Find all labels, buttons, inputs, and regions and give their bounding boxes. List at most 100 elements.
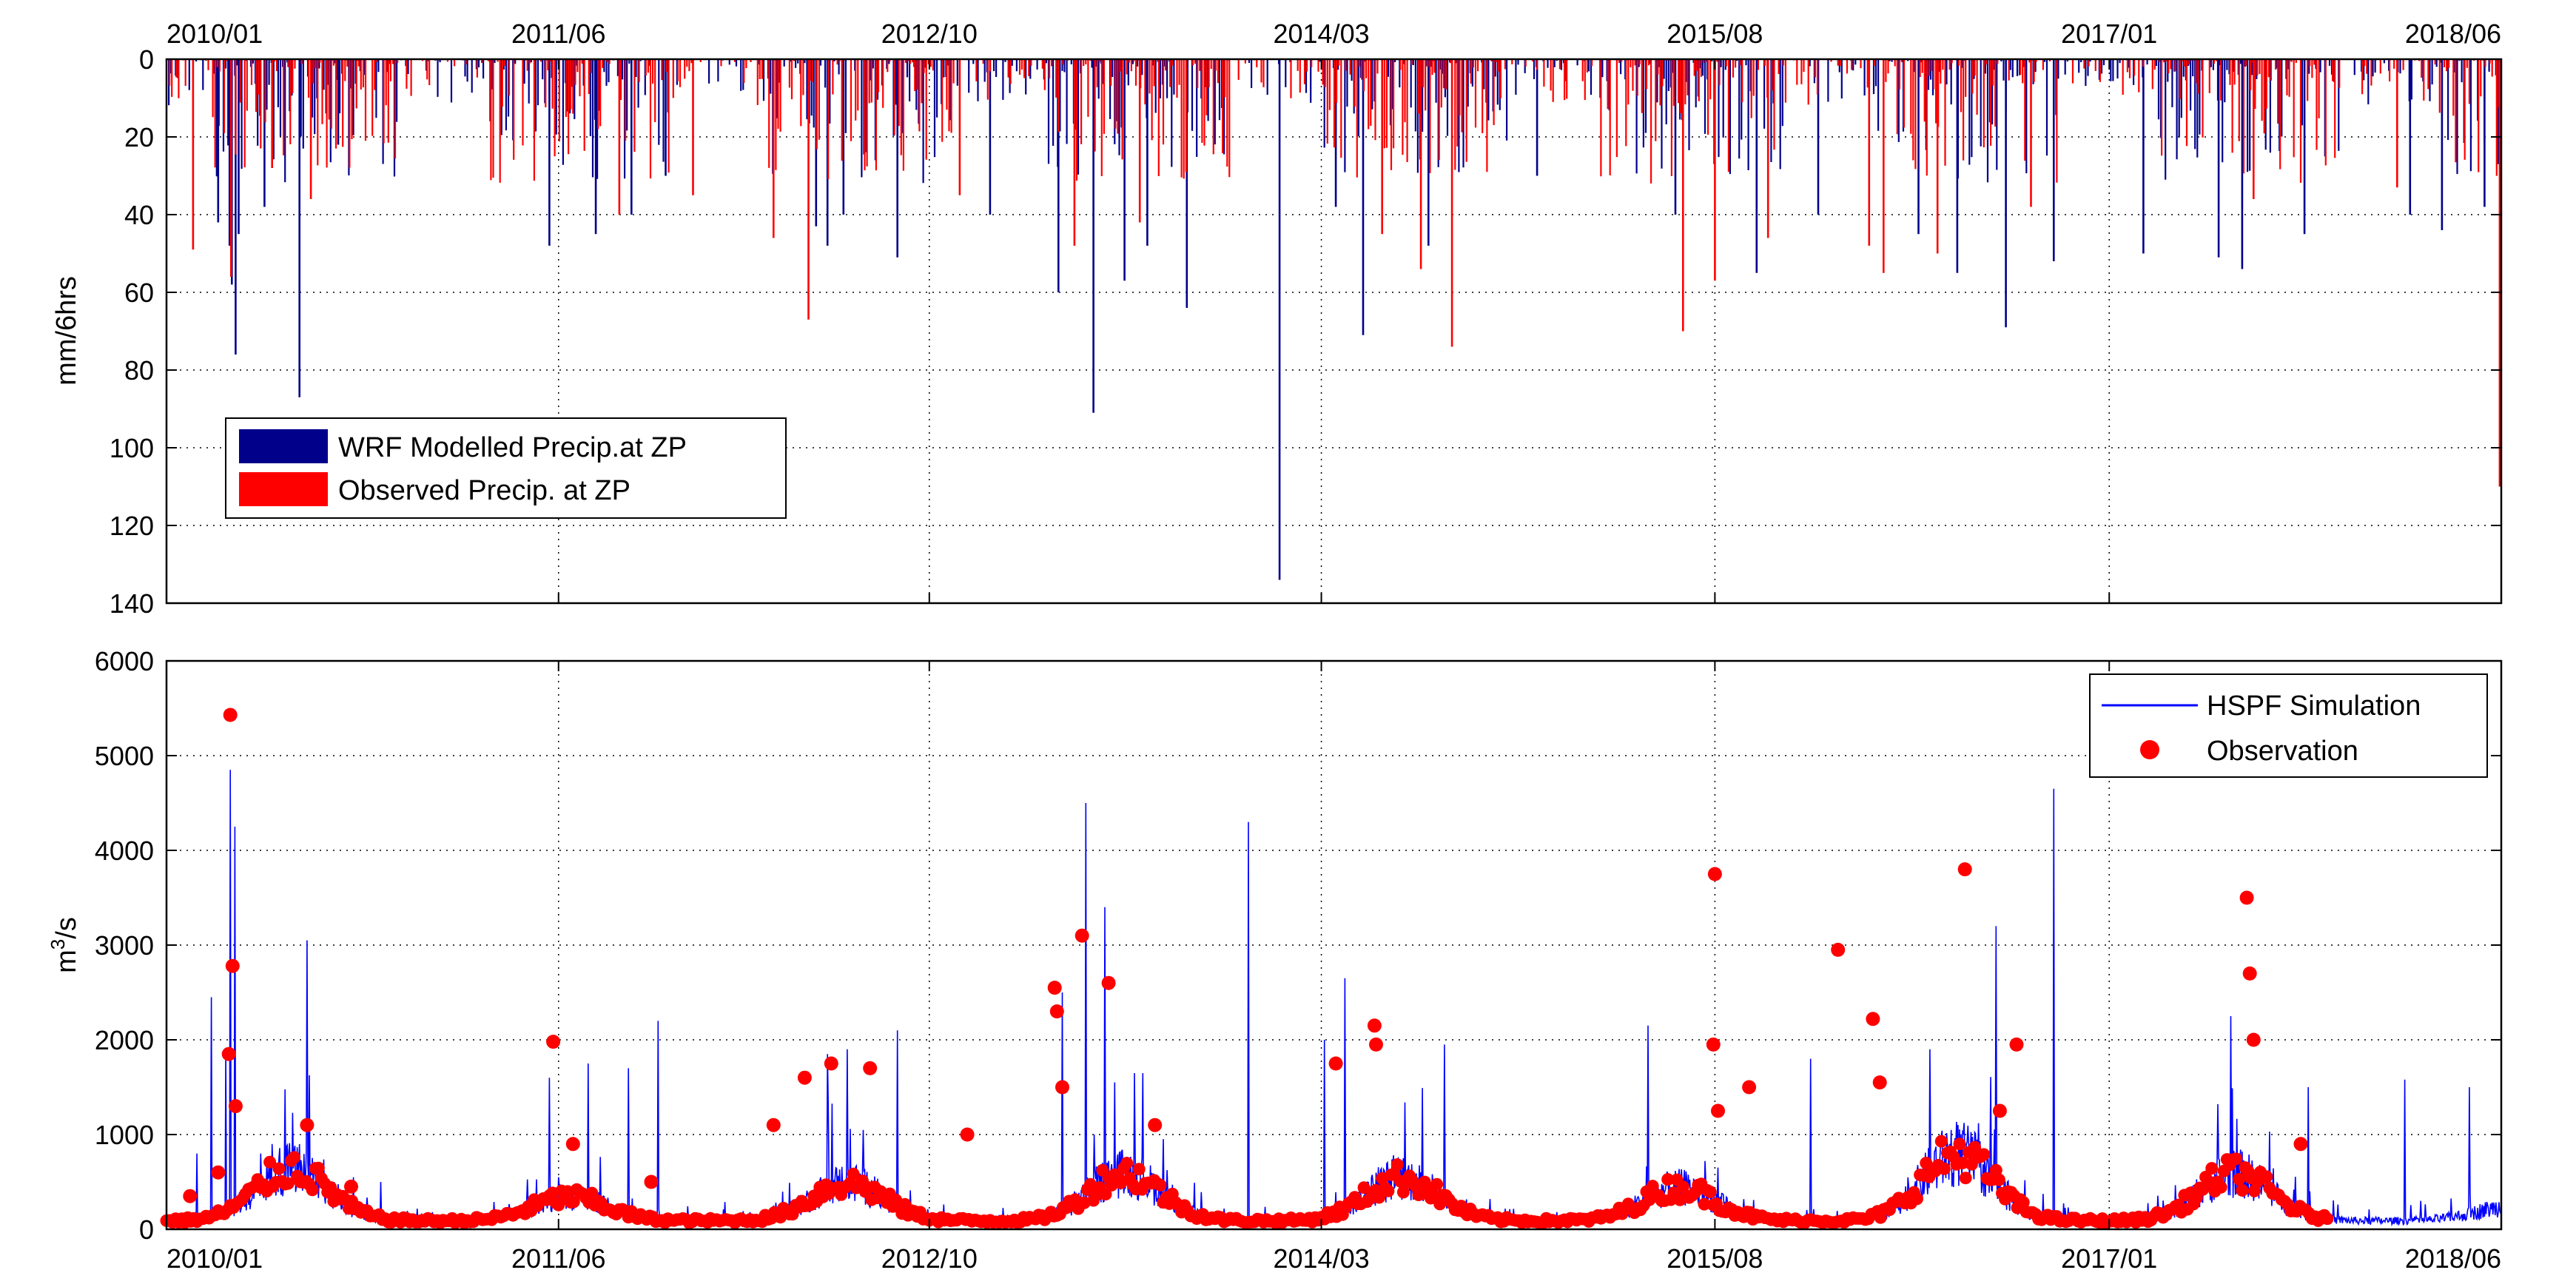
discharge-y-tick-label: 4000 <box>95 836 154 866</box>
precip-y-tick-label: 100 <box>110 433 154 463</box>
observation-peak-point <box>1872 1075 1887 1090</box>
observation-point <box>1373 1191 1386 1204</box>
discharge-y-ticks: 0 1000 2000 3000 4000 5000 6000 <box>95 646 2501 1245</box>
observation-point <box>1934 1135 1948 1148</box>
observation-peak-point <box>1075 928 1089 943</box>
legend-swatch-observed-precip <box>239 472 328 506</box>
observation-point <box>1953 1138 1966 1151</box>
observation-peak-point <box>1055 1080 1069 1095</box>
observation-peak-point <box>1369 1037 1383 1052</box>
observation-peak-point <box>863 1061 878 1075</box>
discharge-y-tick-label: 0 <box>139 1214 154 1245</box>
observation-point <box>1911 1192 1923 1206</box>
observation-point <box>2260 1170 2273 1183</box>
observation-point <box>2205 1162 2219 1175</box>
discharge-x-tick-label: 2014/03 <box>1273 1243 1369 1274</box>
observation-point <box>1937 1162 1951 1175</box>
observation-peak-point <box>960 1127 975 1142</box>
discharge-x-tick-label: 2017/01 <box>2061 1243 2157 1274</box>
precip-y-tick-label: 140 <box>110 588 154 619</box>
observation-peak-point <box>183 1189 198 1203</box>
observation-peak-point <box>644 1175 659 1189</box>
precip-x-tick-label: 2014/03 <box>1273 19 1369 49</box>
legend-swatch-observation <box>2140 740 2159 759</box>
observation-peak-point <box>565 1137 580 1152</box>
observation-point <box>1698 1197 1711 1211</box>
discharge-y-tick-label: 5000 <box>95 741 154 771</box>
precip-x-tick-label: 2018/06 <box>2405 19 2501 49</box>
observation-peak-point <box>228 1099 243 1114</box>
precip-y-tick-label: 40 <box>124 200 154 230</box>
discharge-x-tick-label: 2018/06 <box>2405 1243 2501 1274</box>
observation-point <box>2202 1175 2216 1189</box>
observation-peak-point <box>225 958 240 973</box>
observation-peak-point <box>546 1035 561 1049</box>
precipitation-y-ticks: 0 20 40 60 80 100 120 140 <box>110 44 2501 619</box>
observation-point <box>2321 1212 2334 1226</box>
observation-peak-point <box>211 1165 226 1180</box>
observation-point <box>567 1195 580 1209</box>
precipitation-legend: WRF Modelled Precip.at ZP Observed Preci… <box>225 417 787 519</box>
observation-peak-point <box>1866 1012 1880 1026</box>
observation-peak-point <box>1711 1103 1725 1118</box>
observation-peak-point <box>1328 1056 1343 1071</box>
legend-label-wrf: WRF Modelled Precip.at ZP <box>338 432 687 463</box>
precipitation-x-ticks: 2010/01 2011/06 2012/10 2014/03 2015/08 2017/… <box>166 19 2502 603</box>
legend-label-observed-precip: Observed Precip. at ZP <box>338 475 630 506</box>
observation-peak-point <box>1367 1018 1382 1033</box>
discharge-legend-box <box>2089 673 2488 778</box>
legend-label-observation: Observation <box>2207 736 2358 767</box>
observation-peak-point <box>223 708 238 722</box>
precip-series-1 <box>169 59 2501 487</box>
observation-point <box>2233 1172 2246 1186</box>
observation-peak-point <box>2242 966 2257 981</box>
observation-peak-point <box>2239 890 2254 905</box>
observation-point <box>1430 1177 1444 1191</box>
observation-peak-point <box>1957 862 1972 877</box>
observation-point <box>272 1162 286 1175</box>
discharge-y-tick-label: 6000 <box>95 646 154 676</box>
legend-swatch-wrf <box>239 429 328 463</box>
observation-peak-point <box>2246 1032 2261 1047</box>
observation-point <box>1959 1172 1972 1185</box>
observation-peak-point <box>221 1046 236 1061</box>
observation-point <box>1396 1186 1410 1199</box>
observation-point <box>2214 1180 2227 1194</box>
observation-point <box>306 1183 319 1197</box>
discharge-observation-points <box>160 708 2334 1230</box>
observation-point <box>1968 1140 1981 1154</box>
observation-point <box>2236 1183 2249 1197</box>
precip-x-tick-label: 2010/01 <box>167 19 263 49</box>
observation-point <box>1661 1173 1675 1186</box>
precip-y-tick-label: 0 <box>139 44 154 75</box>
observation-point <box>1646 1180 1659 1193</box>
observation-peak-point <box>1148 1118 1163 1132</box>
precipitation-bars <box>165 59 2501 580</box>
observation-point <box>263 1155 277 1169</box>
discharge-x-tick-label: 2012/10 <box>881 1243 978 1274</box>
observation-point <box>312 1161 325 1175</box>
observation-peak-point <box>2009 1037 2024 1052</box>
precip-y-tick-label: 120 <box>110 511 154 541</box>
observation-peak-point <box>1047 981 1062 995</box>
discharge-x-tick-label: 2011/06 <box>511 1243 605 1274</box>
precip-y-tick-label: 60 <box>124 278 154 308</box>
discharge-y-tick-label: 3000 <box>95 930 154 961</box>
observation-peak-point <box>797 1070 812 1085</box>
observation-point <box>1099 1188 1112 1201</box>
discharge-panel: 2010/01 2011/06 2012/10 2014/03 2015/08 2017/… <box>47 646 2503 1274</box>
observation-point <box>2017 1196 2030 1209</box>
legend-label-hspf: HSPF Simulation <box>2207 690 2421 722</box>
discharge-y-tick-label: 1000 <box>95 1120 154 1150</box>
observation-point <box>847 1167 860 1180</box>
precip-x-tick-label: 2012/10 <box>881 19 978 49</box>
observation-point <box>1154 1178 1167 1192</box>
precipitation-axes-box <box>165 58 2503 605</box>
precipitation-y-axis-label: mm/6hrs <box>51 276 82 386</box>
observation-peak-point <box>1992 1103 2007 1118</box>
discharge-x-tick-label: 2015/08 <box>1667 1243 1763 1274</box>
observation-peak-point <box>2293 1137 2308 1152</box>
observation-point <box>1977 1148 1991 1161</box>
observation-point <box>1992 1173 2005 1186</box>
observation-point <box>1989 1163 2002 1177</box>
